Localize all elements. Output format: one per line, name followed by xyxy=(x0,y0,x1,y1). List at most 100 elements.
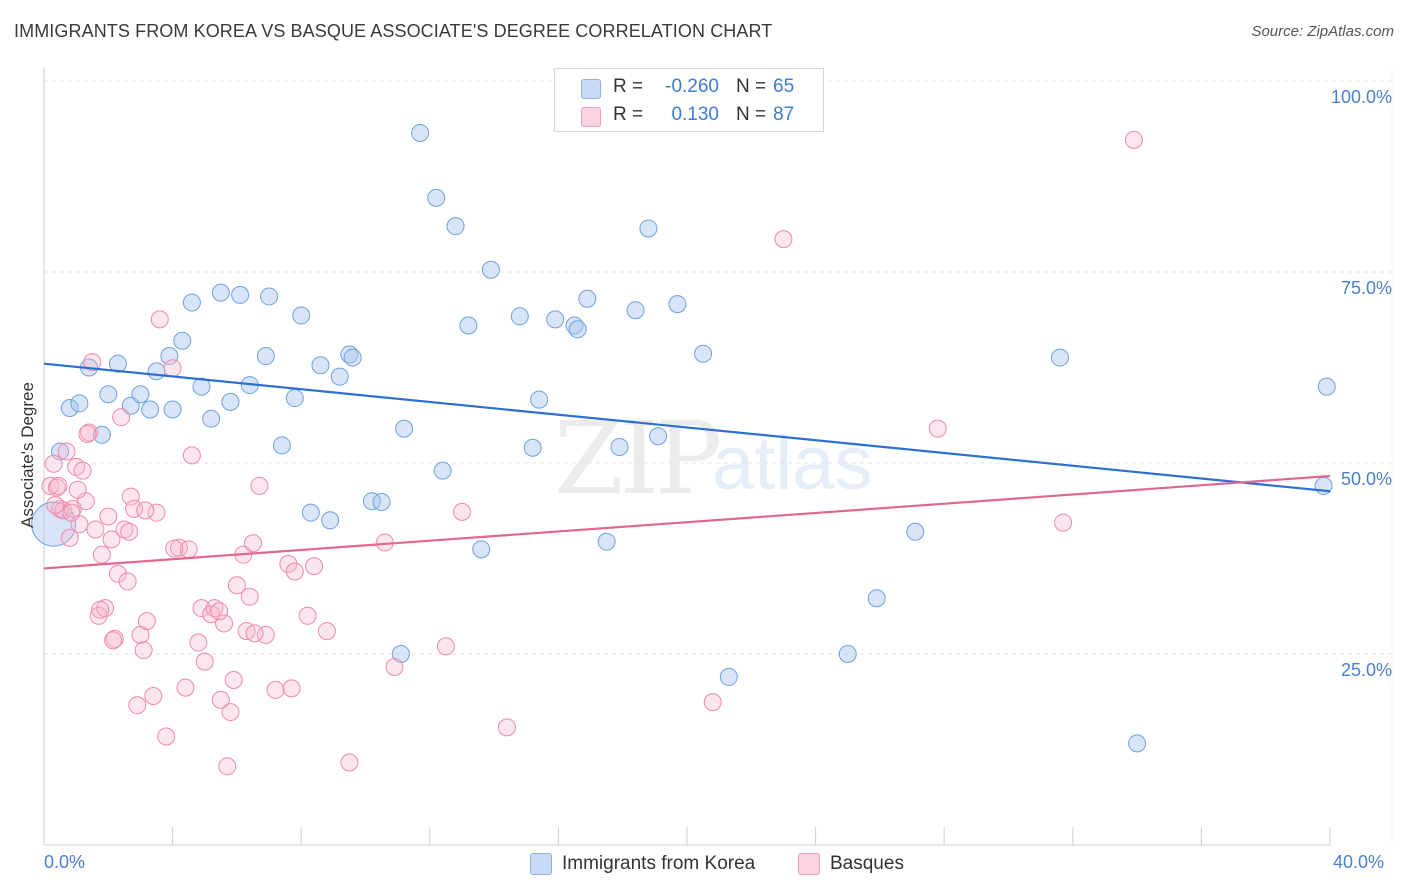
data-point-basques xyxy=(279,554,298,573)
data-point-korea xyxy=(163,400,182,419)
data-point-basques xyxy=(91,600,110,619)
legend-n-label: N = xyxy=(736,104,767,125)
data-point-basques xyxy=(78,424,97,443)
data-point-korea xyxy=(649,427,668,446)
data-point-korea xyxy=(173,331,192,350)
legend-r-label: R = xyxy=(613,76,644,97)
data-point-basques xyxy=(99,507,118,526)
legend-r-value: 0.130 xyxy=(671,104,719,125)
series-korea-points xyxy=(31,123,1336,753)
data-point-korea xyxy=(272,436,291,455)
data-point-korea xyxy=(510,307,529,326)
data-point-basques xyxy=(108,564,127,583)
data-point-basques xyxy=(170,538,189,557)
data-point-basques xyxy=(73,461,92,480)
data-point-korea xyxy=(202,409,221,428)
legend-r-value: -0.260 xyxy=(665,76,719,97)
trendline-korea xyxy=(43,362,1331,493)
data-point-korea xyxy=(192,377,211,396)
legend-row-korea: R = -0.260 N = 65 xyxy=(555,73,823,101)
data-point-korea xyxy=(610,437,629,456)
data-point-basques xyxy=(189,633,208,652)
data-point-basques xyxy=(144,687,163,706)
data-point-basques xyxy=(227,576,246,595)
data-point-basques xyxy=(86,520,105,539)
data-point-basques xyxy=(134,641,153,660)
data-point-basques xyxy=(44,454,63,473)
data-point-basques xyxy=(774,230,793,249)
data-point-korea xyxy=(99,385,118,404)
data-point-korea xyxy=(131,385,150,404)
data-point-basques xyxy=(157,727,176,746)
data-point-basques xyxy=(83,353,102,372)
data-point-basques xyxy=(385,657,404,676)
y-tick-label: 100.0% xyxy=(1330,87,1392,107)
data-point-korea xyxy=(523,438,542,457)
data-point-korea xyxy=(838,645,857,663)
data-point-korea xyxy=(31,501,77,547)
y-tick-label: 50.0% xyxy=(1340,469,1392,489)
data-point-basques xyxy=(266,680,285,699)
data-point-korea xyxy=(60,398,79,417)
data-point-korea xyxy=(141,400,160,419)
axes-lines xyxy=(43,68,1331,846)
data-point-korea xyxy=(256,347,275,366)
data-point-korea xyxy=(311,356,330,375)
chart-title: IMMIGRANTS FROM KOREA VS BASQUE ASSOCIAT… xyxy=(14,21,773,41)
data-point-basques xyxy=(118,572,137,591)
data-point-korea xyxy=(147,362,166,381)
data-point-basques xyxy=(703,693,722,712)
data-point-basques xyxy=(305,557,324,576)
data-point-basques xyxy=(215,614,234,633)
gridlines xyxy=(44,70,1393,845)
data-point-korea xyxy=(372,492,391,511)
data-point-korea xyxy=(221,392,240,411)
data-point-korea xyxy=(626,301,645,320)
data-point-korea xyxy=(340,345,359,364)
data-point-korea xyxy=(694,344,713,363)
data-point-basques xyxy=(240,587,259,606)
x-tick-label: 0.0% xyxy=(44,852,86,872)
data-point-basques xyxy=(62,503,81,522)
data-point-basques xyxy=(436,637,455,656)
data-point-korea xyxy=(321,511,340,530)
data-point-basques xyxy=(104,631,123,650)
data-point-basques xyxy=(195,652,214,671)
data-point-korea xyxy=(362,492,381,511)
data-point-korea xyxy=(427,188,446,207)
data-point-korea xyxy=(1317,377,1336,396)
data-point-basques xyxy=(92,545,111,564)
data-point-basques xyxy=(205,599,224,618)
data-point-korea xyxy=(867,589,886,608)
bottom-legend-swatch-basques xyxy=(798,853,820,875)
data-point-korea xyxy=(578,289,597,308)
data-point-basques xyxy=(192,599,211,618)
data-point-basques xyxy=(163,359,182,378)
data-point-korea xyxy=(330,367,349,386)
data-point-korea xyxy=(211,283,230,302)
legend-n-label: N = xyxy=(736,76,767,97)
legend-n-value: 65 xyxy=(773,76,795,97)
series-basques-points xyxy=(41,130,1143,776)
legend-swatch-korea xyxy=(581,79,601,99)
data-point-korea xyxy=(411,123,430,142)
data-point-korea xyxy=(530,390,549,409)
data-point-korea xyxy=(568,320,587,339)
data-point-korea xyxy=(391,645,410,663)
legend-swatch-basques xyxy=(581,107,601,127)
data-point-korea xyxy=(343,348,362,367)
chart-source: Source: ZipAtlas.com xyxy=(1251,23,1394,40)
data-point-basques xyxy=(147,503,166,522)
bottom-legend-label: Immigrants from Korea xyxy=(562,853,756,874)
data-point-korea xyxy=(459,316,478,335)
data-point-basques xyxy=(89,606,108,625)
data-point-korea xyxy=(121,396,140,415)
data-point-basques xyxy=(182,446,201,465)
data-point-korea xyxy=(1050,348,1069,367)
data-point-basques xyxy=(137,612,156,631)
data-point-basques xyxy=(128,696,147,715)
data-point-korea xyxy=(301,503,320,522)
data-point-basques xyxy=(245,624,264,643)
legend-r-label: R = xyxy=(613,104,644,125)
data-point-korea xyxy=(285,389,304,408)
